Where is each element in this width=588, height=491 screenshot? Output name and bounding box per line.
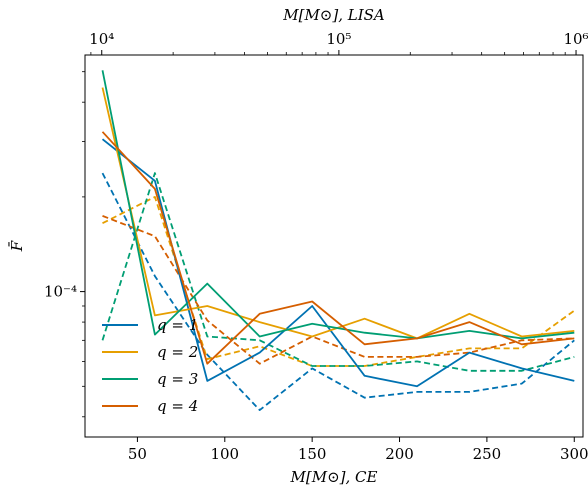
x-tick-label: 250: [473, 445, 502, 463]
x-axis-label: M[M⊙], CE: [290, 468, 378, 486]
legend-label-q-2: q = 2: [157, 343, 198, 361]
x-tick-label: 150: [298, 445, 327, 463]
series-line-q-3-solid: [101, 70, 575, 340]
legend-label-q-3: q = 3: [157, 370, 198, 388]
top-axis-label: M[M⊙], LISA: [282, 6, 385, 24]
top-tick-label: 10⁵: [326, 30, 351, 48]
plot-frame: [84, 54, 584, 438]
series-line-q-3-dashed: [101, 172, 575, 372]
ticks-layer: 50 100 150 200 250 300 10⁴ 10⁵ 10⁶ 10⁻⁴: [44, 30, 588, 463]
y-tick-label: 10⁻⁴: [44, 283, 77, 301]
series-line-q-1-dashed: [101, 172, 575, 412]
x-tick-label: 300: [560, 445, 588, 463]
y-axis-label: F̄: [8, 240, 26, 252]
top-tick-label: 10⁴: [89, 30, 114, 48]
series-line-q-4-solid: [101, 131, 575, 365]
x-tick-label: 50: [128, 445, 147, 463]
series-layer: [101, 70, 575, 412]
legend-label-q-1: q = 1: [157, 316, 198, 334]
x-tick-label: 100: [210, 445, 239, 463]
series-line-q-2-solid: [101, 87, 575, 340]
x-tick-label: 200: [385, 445, 414, 463]
legend-label-q-4: q = 4: [157, 397, 198, 415]
series-line-q-1-solid: [101, 138, 575, 388]
top-tick-label: 10⁶: [563, 30, 588, 48]
legend: q = 1 q = 2 q = 3 q = 4: [102, 316, 198, 415]
